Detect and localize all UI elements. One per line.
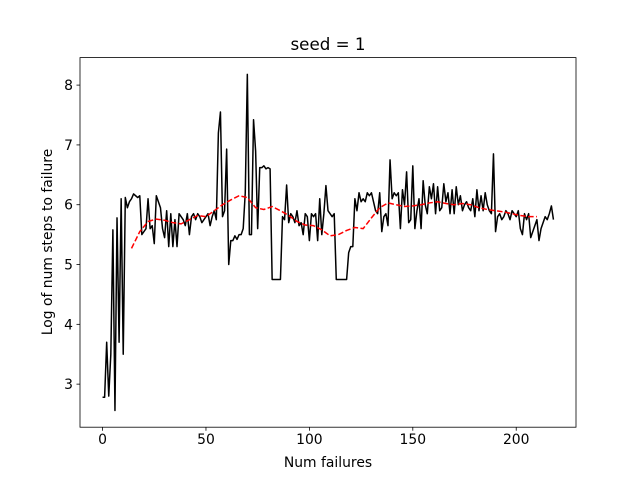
plot-frame <box>79 57 577 428</box>
x-tick-label: 200 <box>503 432 530 448</box>
y-tick-label: 7 <box>64 138 73 154</box>
y-axis-label: Log of num steps to failure <box>40 149 56 336</box>
x-tick-label: 100 <box>296 432 323 448</box>
y-tick-label: 6 <box>64 198 73 214</box>
chart-title: seed = 1 <box>290 34 365 54</box>
x-tick-label: 0 <box>98 432 107 448</box>
line-series <box>130 195 537 249</box>
y-tick-label: 4 <box>64 317 73 333</box>
x-tick-label: 150 <box>400 432 427 448</box>
y-tick-label: 5 <box>64 258 73 274</box>
x-tick-label: 50 <box>197 432 215 448</box>
line-series <box>102 73 555 412</box>
x-axis-label: Num failures <box>284 455 372 471</box>
y-tick-label: 8 <box>64 78 73 94</box>
y-tick-label: 3 <box>64 377 73 393</box>
